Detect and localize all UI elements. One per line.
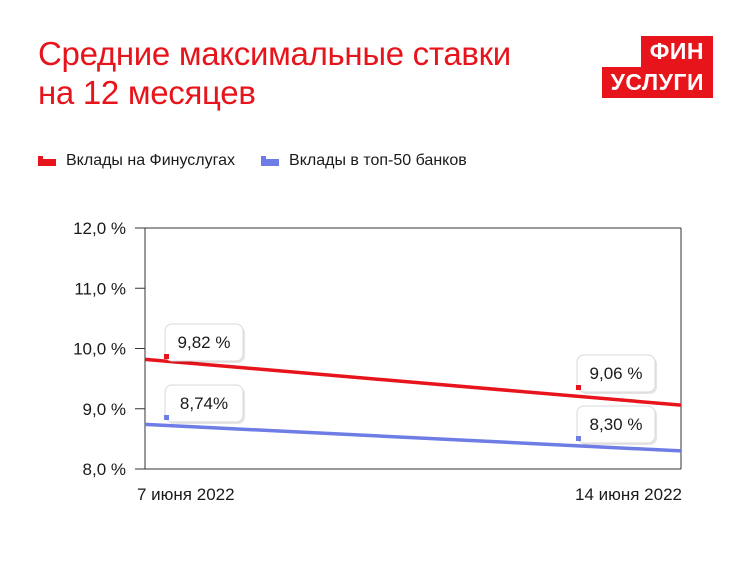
- data-label-text: 9,82 %: [178, 333, 231, 352]
- chart-legend: Вклады на Финуслугах Вклады в топ-50 бан…: [38, 152, 467, 170]
- chart-title-line2: на 12 месяцев: [38, 74, 256, 111]
- legend-swatch-finuslugi: [38, 156, 56, 166]
- y-tick-label: 11,0 %: [74, 279, 126, 298]
- legend-swatch-top50-dot: [261, 156, 267, 161]
- y-tick-label: 9,0 %: [83, 400, 126, 419]
- data-label-callout: 9,06 %: [576, 354, 657, 394]
- data-label-marker: [164, 354, 169, 359]
- data-label-box: [164, 384, 244, 423]
- series-line-2: [144, 422, 682, 453]
- y-axis: 8,0 % 9,0 % 10,0 % 11,0 % 12,0 %: [73, 219, 145, 479]
- data-label-callout: 8,74%: [164, 384, 245, 424]
- series-line-1: [144, 357, 682, 407]
- y-tick-label: 10,0 %: [73, 340, 126, 359]
- y-tick-label: 8,0 %: [83, 460, 126, 479]
- chart-series: [144, 357, 682, 453]
- legend-swatch-top50-block: [261, 159, 280, 166]
- chart-title-line1: Средние максимальные ставки: [38, 35, 511, 72]
- legend-swatch-top50: [261, 156, 280, 166]
- logo-line1: ФИН: [640, 36, 713, 67]
- data-label-text: 8,30 %: [590, 415, 643, 434]
- logo-line2: УСЛУГИ: [601, 67, 713, 98]
- x-tick-label: 14 июня 2022: [575, 485, 682, 504]
- legend-swatch-finuslugi-dot: [38, 156, 43, 161]
- data-label-marker: [576, 436, 581, 441]
- x-tick-label: 7 июня 2022: [137, 485, 235, 504]
- legend-item-top50: Вклады в топ-50 банков: [261, 152, 467, 170]
- data-label-marker: [576, 385, 581, 390]
- legend-swatch-finuslugi-block: [38, 159, 56, 166]
- chart-title: Средние максимальные ставки на 12 месяце…: [38, 34, 511, 112]
- x-axis: 7 июня 2022 14 июня 2022: [137, 485, 682, 504]
- data-label-box: [576, 354, 656, 393]
- chart-data-labels: 9,82 % 9,06 % 8,74% 8,30 %: [164, 323, 657, 445]
- legend-label-finuslugi: Вклады на Финуслугах: [66, 152, 236, 169]
- data-label-callout: 9,82 %: [164, 323, 245, 363]
- finuslugi-logo: ФИН УСЛУГИ: [601, 36, 713, 98]
- data-label-box: [576, 405, 656, 444]
- legend-item-finuslugi: Вклады на Финуслугах: [38, 152, 235, 170]
- data-label-text: 9,06 %: [590, 364, 643, 383]
- data-label-marker: [164, 415, 169, 420]
- data-label-callout: 8,30 %: [576, 405, 657, 445]
- data-label-text: 8,74%: [180, 394, 228, 413]
- legend-label-top50: Вклады в топ-50 банков: [289, 152, 467, 169]
- data-label-box: [164, 323, 244, 362]
- y-tick-label: 12,0 %: [73, 219, 126, 238]
